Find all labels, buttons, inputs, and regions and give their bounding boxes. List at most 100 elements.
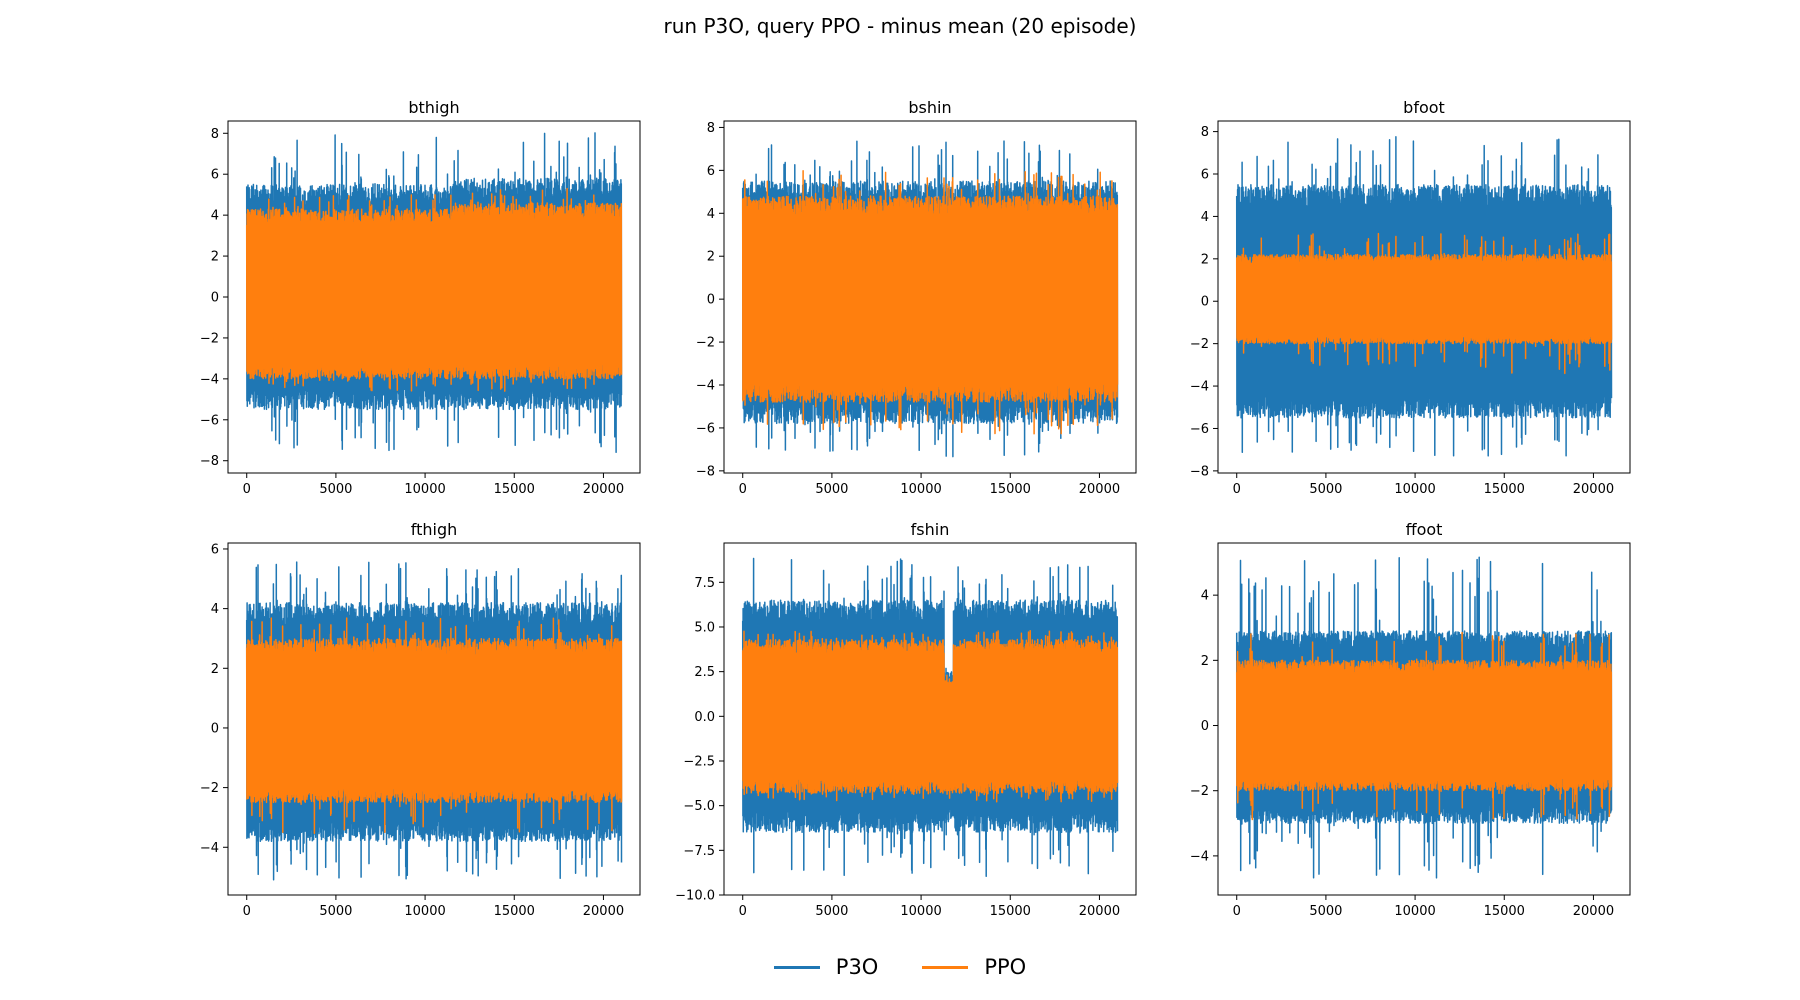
y-tick-label: −4 bbox=[200, 841, 219, 856]
y-tick-label: 4 bbox=[211, 209, 219, 224]
y-tick-label: 4 bbox=[211, 602, 219, 617]
y-tick-label: 8 bbox=[707, 121, 715, 136]
x-tick-label: 20000 bbox=[1079, 482, 1120, 497]
y-tick-label: 6 bbox=[211, 542, 219, 557]
series-line-ppo bbox=[245, 187, 623, 392]
x-tick-label: 5000 bbox=[1309, 904, 1342, 919]
x-tick-label: 0 bbox=[739, 482, 747, 497]
series-group bbox=[245, 561, 623, 881]
x-tick-label: 10000 bbox=[1394, 904, 1435, 919]
x-tick-label: 10000 bbox=[404, 904, 445, 919]
subplot-fthigh: 0 5000 10000 15000 20000 −4 −2 0 2 4 6 fthigh bbox=[200, 520, 641, 919]
subplot-bthigh: 0 5000 10000 15000 20000 −8 −6 −4 −2 0 2 4 6 8 bthigh bbox=[200, 98, 641, 497]
x-tick-label: 20000 bbox=[583, 482, 624, 497]
x-tick-label: 20000 bbox=[1573, 904, 1614, 919]
y-tick-label: 4 bbox=[1201, 210, 1209, 225]
legend-swatch-ppo bbox=[922, 965, 969, 969]
subplot-title: bshin bbox=[908, 98, 951, 117]
series-group bbox=[245, 132, 623, 453]
subplot-bshin: 0 5000 10000 15000 20000 −8 −6 −4 −2 0 2 4 6 8 bshin bbox=[696, 98, 1137, 497]
subplot-bfoot: 0 5000 10000 15000 20000 −8 −6 −4 −2 0 2 4 6 8 bfoot bbox=[1190, 98, 1631, 497]
y-tick-label: 6 bbox=[707, 164, 715, 179]
x-tick-label: 10000 bbox=[404, 482, 445, 497]
y-tick-label: −4 bbox=[1190, 849, 1209, 864]
axes-frame bbox=[1217, 120, 1631, 474]
y-tick-label: 0 bbox=[211, 721, 219, 736]
subplot-title: fthigh bbox=[411, 520, 458, 539]
y-tick-label: −2 bbox=[200, 331, 219, 346]
x-tick-label: 5000 bbox=[319, 482, 352, 497]
subplot-fshin: 0 5000 10000 15000 20000 −10.0 −7.5 −5.0 −2.5 0.0… bbox=[675, 520, 1137, 919]
axes-frame bbox=[1217, 542, 1631, 896]
x-tick-label: 0 bbox=[243, 904, 251, 919]
series-line-ppo bbox=[245, 617, 623, 834]
y-tick-label: 0 bbox=[1201, 295, 1209, 310]
y-tick-label: 0 bbox=[1201, 719, 1209, 734]
y-tick-label: 0.0 bbox=[694, 710, 715, 725]
x-tick-label: 20000 bbox=[583, 904, 624, 919]
y-tick-label: 2 bbox=[1201, 654, 1209, 669]
y-tick-label: −4 bbox=[200, 372, 219, 387]
subplot-title: ffoot bbox=[1406, 520, 1443, 539]
x-tick-label: 5000 bbox=[815, 482, 848, 497]
series-group bbox=[1235, 135, 1613, 457]
series-group bbox=[741, 557, 1119, 877]
y-tick-label: −8 bbox=[696, 464, 715, 479]
y-tick-label: 6 bbox=[211, 168, 219, 183]
legend-swatch-p3o bbox=[773, 965, 820, 969]
legend-item-ppo: PPO bbox=[922, 955, 1026, 979]
y-tick-label: 4 bbox=[1201, 589, 1209, 604]
y-tick-label: 0 bbox=[707, 293, 715, 308]
legend-label-p3o: P3O bbox=[835, 955, 879, 979]
x-tick-label: 15000 bbox=[1484, 904, 1525, 919]
y-tick-label: 8 bbox=[211, 127, 219, 142]
subplot-title: bthigh bbox=[408, 98, 459, 117]
legend-item-p3o: P3O bbox=[773, 955, 879, 979]
x-tick-label: 0 bbox=[1233, 904, 1241, 919]
axes-frame bbox=[227, 542, 641, 896]
x-tick-label: 15000 bbox=[494, 904, 535, 919]
y-tick-label: −6 bbox=[1190, 422, 1209, 437]
legend-label-ppo: PPO bbox=[984, 955, 1027, 979]
y-tick-label: −10.0 bbox=[675, 889, 715, 904]
legend: P3O PPO bbox=[0, 955, 1800, 979]
axes-frame bbox=[723, 120, 1137, 474]
y-tick-label: 0 bbox=[211, 291, 219, 306]
y-tick-label: 2 bbox=[707, 250, 715, 265]
x-tick-label: 10000 bbox=[1394, 482, 1435, 497]
x-tick-label: 10000 bbox=[900, 482, 941, 497]
y-tick-label: −2 bbox=[1190, 784, 1209, 799]
y-tick-label: 5.0 bbox=[694, 620, 715, 635]
subplot-ffoot: 0 5000 10000 15000 20000 −4 −2 0 2 4 ffoot bbox=[1190, 520, 1631, 919]
y-tick-label: 2 bbox=[211, 250, 219, 265]
figure-title: run P3O, query PPO - minus mean (20 epis… bbox=[663, 14, 1137, 38]
x-tick-label: 20000 bbox=[1573, 482, 1614, 497]
y-tick-label: −2 bbox=[1190, 337, 1209, 352]
axes-frame bbox=[723, 542, 1137, 896]
series-group bbox=[741, 140, 1119, 458]
y-tick-label: −5.0 bbox=[683, 799, 715, 814]
x-tick-label: 15000 bbox=[1484, 482, 1525, 497]
y-tick-label: 8 bbox=[1201, 125, 1209, 140]
y-tick-label: 2 bbox=[1201, 252, 1209, 267]
x-tick-label: 5000 bbox=[319, 904, 352, 919]
x-tick-label: 20000 bbox=[1079, 904, 1120, 919]
series-group bbox=[1235, 556, 1613, 879]
series-line-ppo bbox=[741, 629, 1119, 803]
series-line-ppo bbox=[1235, 232, 1613, 375]
y-tick-label: −8 bbox=[200, 454, 219, 469]
y-tick-label: −2.5 bbox=[683, 754, 715, 769]
x-tick-label: 10000 bbox=[900, 904, 941, 919]
x-tick-label: 0 bbox=[1233, 482, 1241, 497]
series-line-ppo bbox=[741, 170, 1119, 435]
x-tick-label: 5000 bbox=[815, 904, 848, 919]
subplot-title: fshin bbox=[911, 520, 950, 539]
y-tick-label: −2 bbox=[200, 781, 219, 796]
y-tick-label: 2.5 bbox=[694, 665, 715, 680]
y-tick-label: −2 bbox=[696, 336, 715, 351]
y-tick-label: 6 bbox=[1201, 168, 1209, 183]
y-tick-label: −6 bbox=[696, 421, 715, 436]
x-tick-label: 15000 bbox=[990, 482, 1031, 497]
